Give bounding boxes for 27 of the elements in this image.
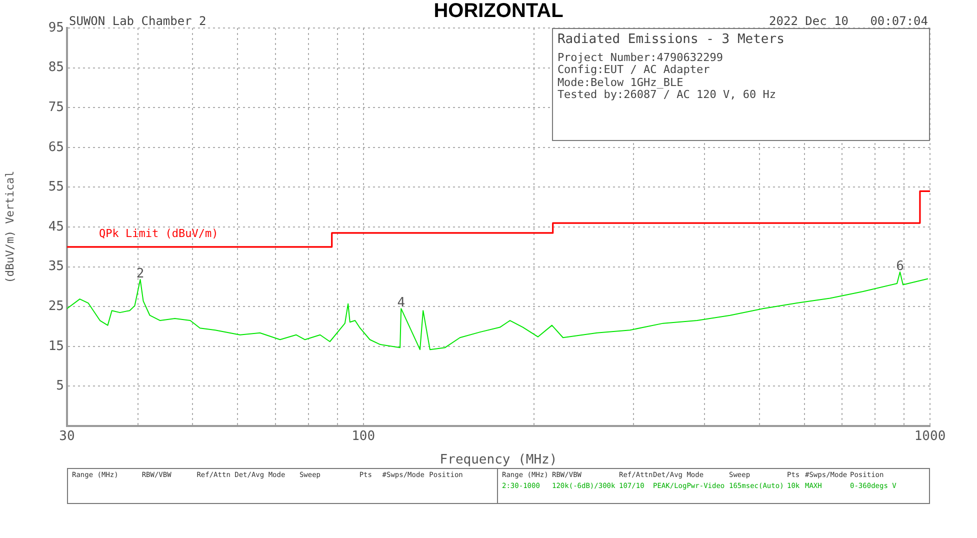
y-tick-label: 95 (48, 20, 64, 36)
y-tick-label: 55 (48, 180, 64, 195)
text: 2022 Dec 10 00:07:04 (769, 14, 928, 28)
text: SUWON Lab Chamber 2 (69, 14, 206, 28)
y-tick-label: 85 (48, 60, 64, 76)
x-tick-label: 30 (59, 429, 75, 444)
y-tick-label: 5 (56, 378, 64, 394)
x-axis-title: Frequency (MHz) (440, 452, 558, 468)
chart-title: HORIZONTAL (434, 0, 564, 22)
annotation: 4 (397, 296, 406, 311)
series-label: QPk Limit (dBuV/m) (99, 226, 218, 240)
annotation: Radiated Emissions - 3 Meters (557, 32, 786, 47)
x-tick-label: 100 (352, 429, 376, 444)
y-tick-label: 65 (48, 140, 64, 155)
y-tick-label: 35 (48, 259, 64, 274)
annotation: 6 (896, 258, 904, 274)
x-tick-label: 1000 (914, 429, 946, 444)
y-tick-label: 75 (48, 100, 64, 115)
annotation: Tested by:26087 / AC 120 V, 60 Hz (557, 88, 777, 102)
annotation: Config:EUT / AC Adapter (557, 63, 711, 76)
y-tick-label: 45 (48, 219, 64, 234)
annotation: 2 (136, 266, 144, 282)
y-tick-label: 25 (48, 298, 64, 314)
annotation: Mode:Below 1GHz_BLE (557, 76, 684, 89)
y-tick-label: 15 (48, 338, 64, 354)
annotation: Project Number:4790632299 (557, 50, 724, 64)
y-axis-title: (dBuV/m) Vertical (3, 170, 16, 284)
